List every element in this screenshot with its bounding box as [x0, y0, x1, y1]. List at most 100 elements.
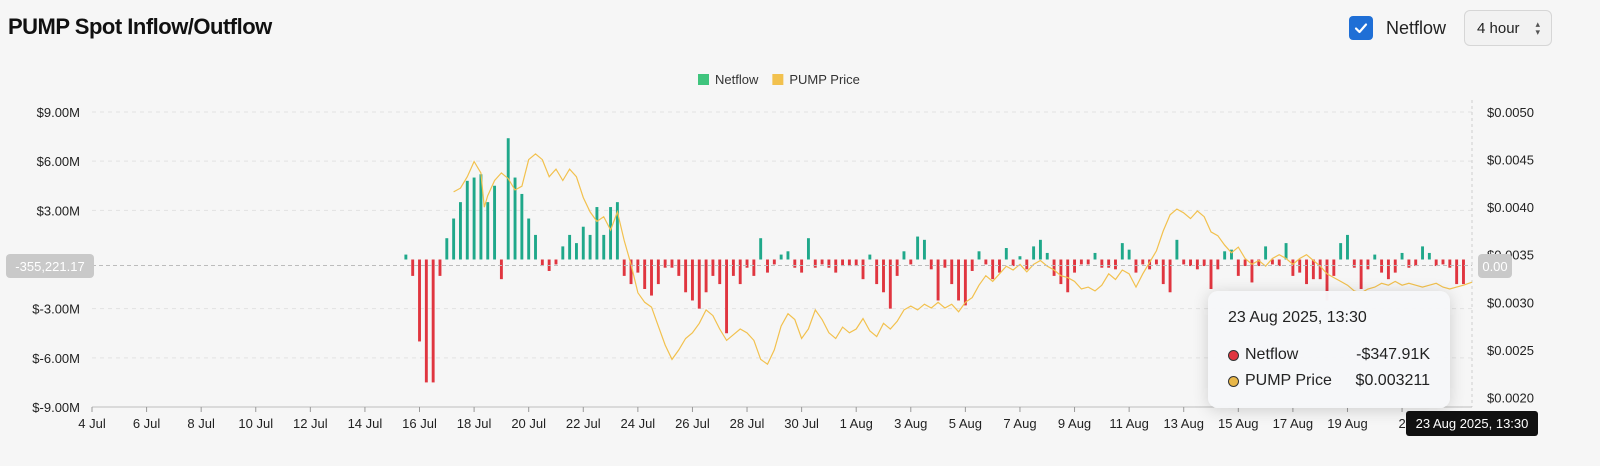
netflow-bar — [1011, 259, 1015, 267]
netflow-bar — [820, 259, 824, 265]
x-tick-label: 26 Jul — [675, 416, 710, 431]
netflow-bar — [465, 180, 469, 260]
netflow-bar — [431, 259, 435, 383]
netflow-bar — [738, 259, 742, 285]
netflow-bar — [936, 259, 940, 301]
interval-select[interactable]: 4 hour ▴ ▾ — [1464, 10, 1552, 46]
netflow-bar — [834, 259, 838, 273]
x-tick-label: 28 Jul — [730, 416, 765, 431]
crosshair-right-label-box — [1478, 254, 1512, 278]
y-left-tick-label: $-3.00M — [32, 302, 80, 317]
netflow-bar — [670, 259, 674, 268]
netflow-bar — [1373, 254, 1377, 260]
netflow-bar — [1318, 259, 1322, 280]
netflow-bar — [1236, 259, 1240, 276]
tooltip-netflow-label: Netflow — [1245, 346, 1299, 363]
netflow-bar — [984, 259, 988, 265]
netflow-bar — [540, 259, 544, 267]
netflow-bar — [411, 259, 415, 276]
netflow-bar — [718, 259, 722, 285]
netflow-bar — [677, 259, 681, 276]
netflow-bar — [1311, 259, 1315, 280]
netflow-bar — [1038, 239, 1042, 260]
netflow-bar — [1107, 259, 1111, 268]
netflow-bar — [506, 138, 510, 260]
netflow-bar — [1148, 259, 1152, 270]
netflow-bar — [1086, 259, 1090, 265]
netflow-bar — [704, 259, 708, 293]
netflow-bar — [1018, 256, 1022, 260]
netflow-bar — [1189, 259, 1192, 267]
netflow-bar — [950, 259, 954, 285]
netflow-bar — [697, 259, 701, 309]
x-tick-label: 6 Jul — [133, 416, 161, 431]
netflow-bar — [1407, 259, 1411, 268]
netflow-bar — [1032, 246, 1036, 260]
legend-label: PUMP Price — [789, 72, 860, 87]
netflow-bar — [902, 251, 906, 260]
netflow-bar — [1298, 259, 1302, 273]
x-tick-label: 4 Jul — [78, 416, 106, 431]
netflow-bar — [909, 259, 913, 265]
chart-controls: Netflow 4 hour ▴ ▾ — [1348, 10, 1552, 46]
legend-swatch — [772, 74, 784, 85]
y-right-tick-label: $0.0020 — [1487, 390, 1534, 405]
netflow-bar — [827, 259, 831, 268]
netflow-bar — [745, 259, 749, 268]
netflow-bar — [793, 259, 797, 268]
x-tick-label: 8 Jul — [187, 416, 215, 431]
netflow-bar — [1332, 259, 1336, 276]
crosshair-y-label-box — [6, 254, 94, 278]
x-tick-label: 5 Aug — [949, 416, 982, 431]
netflow-bar — [1230, 249, 1233, 260]
netflow-bar — [1421, 246, 1424, 260]
netflow-bar — [1161, 259, 1165, 285]
netflow-bar — [1434, 259, 1438, 267]
netflow-bar — [970, 259, 974, 271]
netflow-bar — [581, 226, 585, 260]
netflow-bar — [882, 259, 885, 293]
netflow-bar — [479, 174, 483, 260]
x-tick-label: 12 Jul — [293, 416, 328, 431]
tooltip-row-netflow: Netflow -$347.91K — [1228, 342, 1430, 368]
netflow-bar — [752, 259, 756, 276]
netflow-checkbox-label[interactable]: Netflow — [1385, 17, 1446, 38]
chevron-updown-icon: ▴ ▾ — [1535, 19, 1540, 37]
netflow-bar — [1400, 252, 1404, 260]
netflow-bar — [1202, 259, 1206, 267]
netflow-bar — [1366, 259, 1370, 270]
x-tick-label: 9 Aug — [1058, 416, 1091, 431]
netflow-bar — [595, 207, 599, 260]
checkmark-icon — [1354, 23, 1368, 34]
x-tick-label: 10 Jul — [238, 416, 273, 431]
netflow-bar — [1052, 259, 1056, 276]
netflow-bar — [1045, 252, 1049, 260]
y-right-tick-label: $0.0050 — [1487, 105, 1534, 120]
crosshair-x-label: 23 Aug 2025, 13:30 — [1416, 416, 1529, 431]
x-tick-label: 11 Aug — [1109, 416, 1149, 431]
netflow-bar — [1393, 259, 1397, 273]
x-tick-label: 3 Aug — [894, 416, 927, 431]
tooltip-price-label: PUMP Price — [1245, 372, 1332, 389]
netflow-bar — [779, 254, 783, 260]
netflow-bar — [1427, 252, 1431, 260]
netflow-bar — [1284, 243, 1288, 260]
netflow-bar — [1270, 259, 1274, 265]
x-tick-label: 24 Jul — [621, 416, 656, 431]
netflow-bar — [1414, 259, 1418, 267]
crosshair-right-label: 0.00 — [1482, 259, 1507, 274]
netflow-bar — [1346, 234, 1349, 260]
x-tick-label: 17 Aug — [1273, 416, 1314, 431]
y-right-tick-label: $0.0025 — [1487, 343, 1534, 358]
netflow-bar — [1120, 243, 1124, 260]
netflow-bar — [1339, 243, 1343, 260]
netflow-bar — [929, 259, 933, 270]
netflow-bar — [943, 259, 947, 268]
netflow-bar — [1195, 259, 1199, 270]
y-left-tick-label: $-9.00M — [32, 400, 80, 415]
netflow-bar — [806, 238, 810, 260]
netflow-checkbox[interactable] — [1348, 16, 1373, 40]
netflow-bar — [568, 234, 572, 260]
netflow-bar — [493, 185, 497, 260]
x-tick-label: 2 — [1398, 416, 1405, 431]
